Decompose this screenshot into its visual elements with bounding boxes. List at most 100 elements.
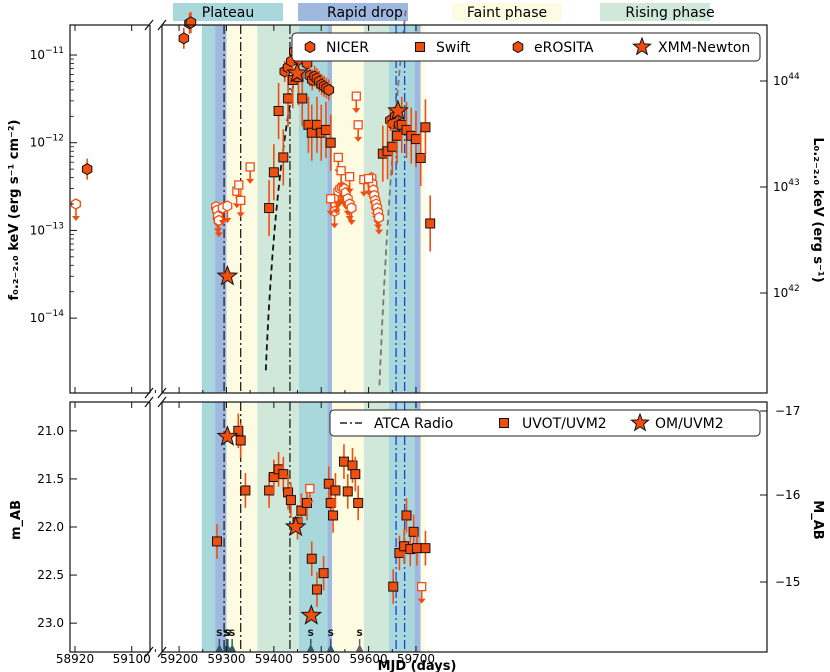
- xmm-newton-point: [286, 61, 308, 83]
- swift-upper-limit: [344, 172, 355, 182]
- swift-upper-limit: [336, 166, 346, 176]
- nicer-upper-limit-arrow-head: [375, 229, 384, 235]
- phase-band: [332, 402, 364, 652]
- y-tick-label-left: 21.0: [37, 424, 64, 438]
- top-legend-label: Swift: [436, 40, 471, 56]
- legend-marker-xmm-newton: [632, 36, 652, 56]
- axes-frame: [69, 24, 768, 394]
- axis-break-slash: [144, 19, 154, 31]
- uvot-upper-limit: [305, 483, 315, 494]
- y-tick-exponent: 42: [788, 284, 799, 294]
- phase-band: [414, 25, 421, 393]
- axis-break-gap: [150, 399, 162, 655]
- uvot-uvm2-point: [296, 505, 307, 516]
- phase-legend-label: Plateau: [202, 5, 254, 21]
- phase-legend: Plateau Rapid drop Faint phase Rising phase: [173, 3, 715, 21]
- nicer-point: [185, 16, 197, 29]
- uvot-uvm2-point: [388, 581, 399, 592]
- s-marker-label: S: [356, 629, 362, 639]
- uvot-upper-limit: [417, 581, 427, 592]
- y-tick-label-left: 22.0: [37, 520, 64, 534]
- legend-marker-om: [630, 412, 650, 432]
- erosita-upper-limit-arrow-head: [71, 216, 80, 222]
- nicer-upper-limit-arrow-head: [332, 209, 341, 215]
- swift-upper-limit: [363, 173, 374, 184]
- bottom-legend: ATCA Radio UVOT/UVM2 OM/UVM2: [329, 409, 761, 437]
- swift-upper-limit-arrow-head: [326, 210, 335, 216]
- s-marker-label: S: [308, 629, 314, 639]
- y-axis-title-right-top: L₀.₂₋₂.₀ keV (erg s⁻¹): [810, 137, 825, 282]
- uvot-uvm2-point: [235, 435, 246, 446]
- y-tick-exponent: −11: [45, 46, 64, 56]
- axis-break-slash: [157, 387, 167, 399]
- uvot-uvm2-point: [420, 543, 431, 554]
- y-axis-title-left-bottom: m_AB: [9, 500, 24, 540]
- uvot-uvm2-point: [408, 526, 419, 537]
- nicer-point: [323, 83, 335, 96]
- nicer-upper-limit: [222, 200, 233, 212]
- swift-point: [320, 124, 331, 135]
- top-legend-label: XMM-Newton: [658, 40, 750, 56]
- erosita-upper-limit: [70, 198, 81, 210]
- uvot-uvm2-point: [350, 469, 361, 480]
- bottom-legend-box: [329, 409, 761, 437]
- y-tick-label-left: 23.0: [37, 616, 64, 630]
- top-legend-label: NICER: [326, 40, 369, 56]
- swift-point: [273, 106, 284, 117]
- om-uvm2-point: [300, 604, 323, 625]
- swift-point: [264, 203, 275, 214]
- nicer-point: [178, 32, 190, 45]
- uvot-uvm2-point: [211, 536, 222, 547]
- swift-upper-limit-arrow-head: [364, 190, 373, 196]
- y-tick-label-left: 10−13: [30, 221, 64, 237]
- uvot-uvm2-point: [240, 485, 251, 496]
- axis-break-gap: [150, 22, 162, 396]
- swift-upper-limit: [245, 162, 255, 172]
- axis-break-slash: [157, 646, 167, 658]
- uvot-uvm2-point: [323, 478, 334, 489]
- phase-band: [201, 25, 216, 393]
- swift-upper-limit: [236, 195, 246, 206]
- bottom-legend-label: OM/UVM2: [655, 416, 724, 432]
- y-axis-title-left-top: f₀.₂₋₂.₀ keV (erg s⁻¹ cm⁻²): [7, 120, 22, 301]
- phase-band: [327, 402, 333, 652]
- nicer-upper-limit-arrow-head: [374, 224, 383, 230]
- y-tick-exponent: 43: [788, 178, 799, 188]
- swift-upper-limit: [326, 194, 336, 204]
- uvot-uvm2-point: [318, 568, 329, 579]
- legend-marker-swift: [415, 42, 425, 52]
- erosita-point: [81, 163, 93, 176]
- swift-upper-limit-arrow-head: [337, 182, 346, 188]
- y-axis-title-right-bottom: M_AB: [810, 500, 825, 539]
- y-tick-label-left: 10−14: [30, 309, 65, 325]
- swift-point: [268, 167, 279, 178]
- axis-break-slash: [157, 19, 167, 31]
- uvot-upper-limit-arrow-head: [417, 598, 426, 604]
- swift-point: [410, 134, 421, 145]
- uvot-uvm2-point: [311, 584, 322, 595]
- swift-upper-limit-arrow-head: [354, 136, 363, 142]
- legend-marker-uvot: [499, 418, 509, 428]
- swift-point: [387, 141, 398, 152]
- swift-point: [425, 218, 436, 229]
- uvot-uvm2-point: [401, 510, 412, 521]
- uvot-uvm2-point: [233, 425, 244, 436]
- bottom-legend-label: UVOT/UVM2: [522, 416, 607, 432]
- y-tick-exponent: −13: [45, 221, 64, 231]
- s-marker-arrow: [215, 644, 224, 652]
- axis-break-slash: [144, 387, 154, 399]
- nicer-upper-limit-arrow-head: [347, 220, 356, 226]
- uvot-uvm2-point: [342, 486, 353, 497]
- swift-upper-limit-arrow-head: [236, 212, 245, 218]
- x-tick-label: 59300: [207, 652, 245, 666]
- nicer-upper-limit-arrow-head: [218, 220, 227, 226]
- swift-point: [420, 122, 431, 133]
- y-tick-label-left: 10−11: [30, 46, 64, 62]
- swift-point: [392, 130, 403, 141]
- x-axis-title: MJD (days): [378, 659, 457, 672]
- phase-band: [215, 402, 227, 652]
- uvot-uvm2-point: [285, 495, 296, 506]
- uvot-uvm2-point: [353, 497, 364, 508]
